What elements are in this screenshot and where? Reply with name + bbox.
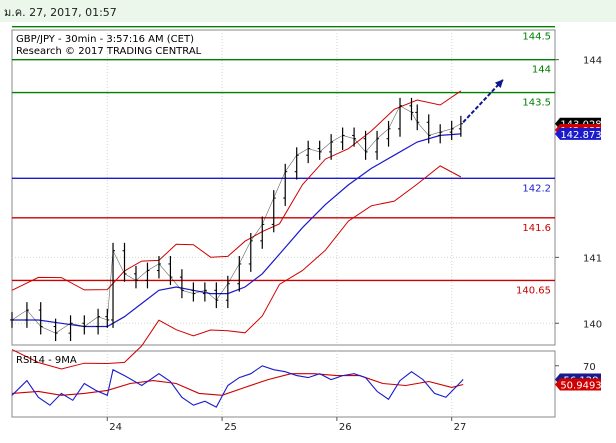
rsi-line: [11, 365, 464, 408]
rsi-ma-value-flag-bg: [555, 378, 601, 391]
ma-value-flag-bg: [555, 127, 601, 140]
rsi-ma-value-flag-text: 50.9493: [560, 381, 601, 392]
ma-value-flag: 142.873: [555, 127, 602, 141]
level-label-142.2: 142.2: [522, 183, 551, 194]
forecast-arrow-shaft: [462, 78, 505, 123]
x-tick-label: 25: [224, 422, 237, 433]
level-label-140.65: 140.65: [516, 285, 551, 296]
chart-subtitle: Research © 2017 TRADING CENTRAL: [16, 46, 202, 57]
forecast-arrow-head: [494, 79, 504, 89]
y-tick-label: 141: [583, 253, 602, 264]
bollinger-lower: [11, 165, 462, 370]
level-label-144: 144: [532, 65, 551, 76]
rsi-ma-line: [11, 373, 464, 396]
y-tick-label: 140: [583, 319, 602, 330]
timestamp-bar: ม.ค. 27, 2017, 01:57: [0, 0, 616, 22]
x-tick-label: 27: [454, 422, 467, 433]
price-panel-frame: [11, 29, 556, 346]
level-label-144.5: 144.5: [522, 32, 551, 43]
ma-value-flag-text: 142.873: [560, 130, 601, 141]
y-tick-label: 144: [583, 56, 602, 67]
level-label-143.5: 143.5: [522, 98, 551, 109]
level-label-141.6: 141.6: [522, 223, 551, 234]
x-tick-label: 24: [109, 422, 122, 433]
chart-title: GBP/JPY - 30min - 3:57:16 AM (CET): [16, 34, 194, 45]
rsi-y-tick-label: 70: [583, 362, 596, 373]
rsi-panel-frame: [11, 350, 556, 418]
timestamp-text: ม.ค. 27, 2017, 01:57: [4, 6, 117, 19]
x-tick-label: 26: [339, 422, 352, 433]
rsi-title: RSI14 - 9MA: [16, 355, 77, 366]
rsi-ma-value-flag: 50.9493: [555, 378, 602, 392]
bollinger-upper: [11, 90, 462, 291]
price-close-line: [11, 105, 462, 334]
